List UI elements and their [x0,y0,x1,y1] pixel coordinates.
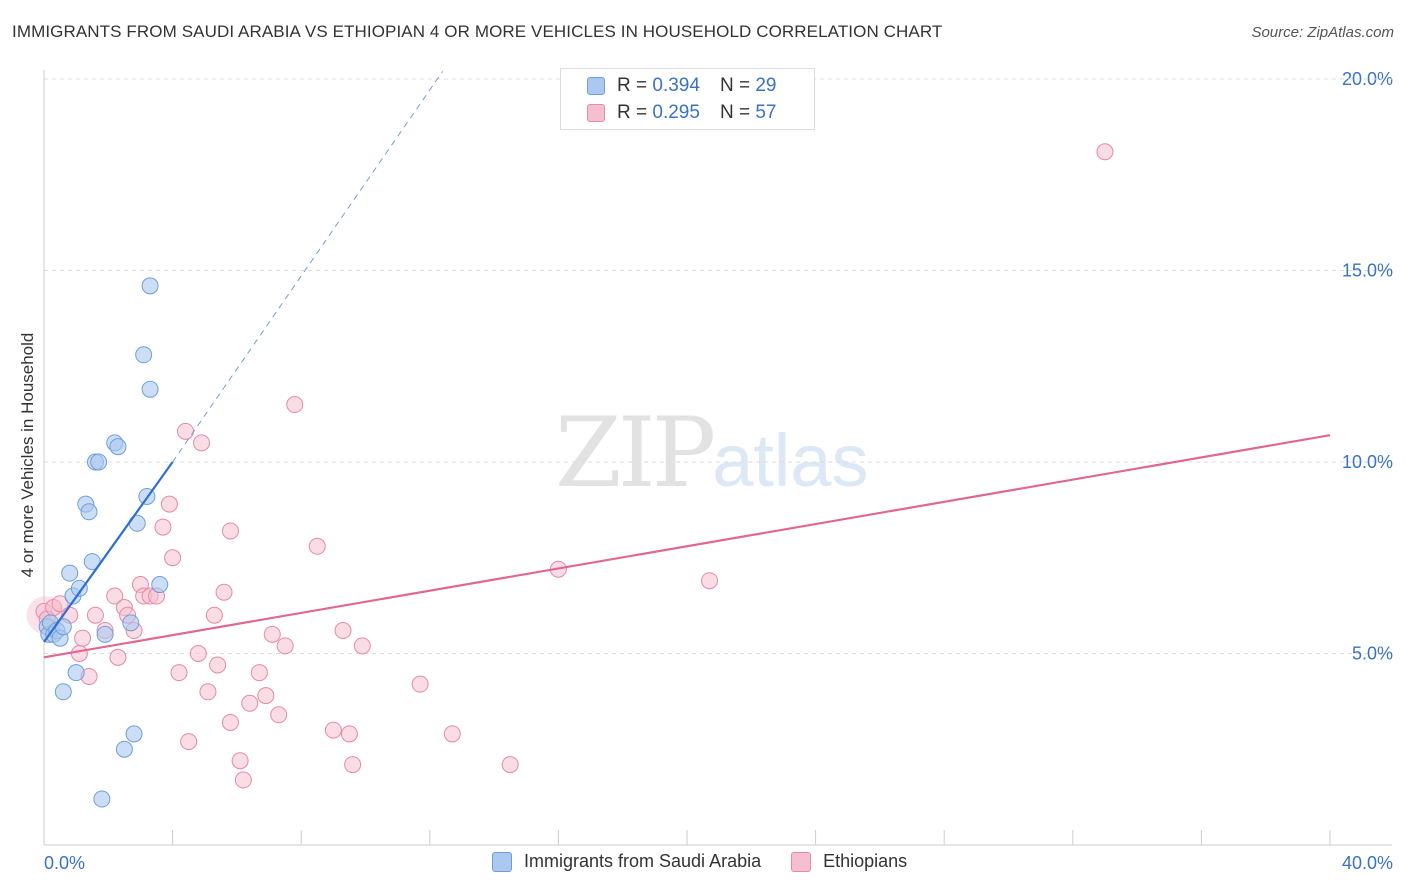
ethiopians-point [221,522,239,540]
legend-swatch-pink [587,104,605,122]
legend-label: Ethiopians [823,851,908,871]
r-label: R = [617,75,648,96]
ethiopians-point [189,645,207,662]
legend-swatch-pink [791,851,812,872]
ethiopians-point [74,629,92,647]
ethiopians-point [209,656,227,674]
saudi-arabia-point [115,740,133,758]
ethiopians-point [86,606,104,624]
ethiopians-point [176,422,194,440]
y-tick-label: 10.0% [1342,452,1393,472]
saudi-arabia-point [109,438,127,456]
watermark-zip: ZIP [555,397,716,509]
series-legend: Immigrants from Saudi Arabia Ethiopians [492,851,937,872]
ethiopians-point [1096,143,1114,161]
saudi-arabia-point [96,625,114,643]
ethiopians-point [324,721,342,739]
saudi-arabia-point [141,380,159,398]
legend-label: Immigrants from Saudi Arabia [524,851,762,871]
ethiopians-point [234,771,252,789]
saudi-arabia-point [122,614,140,632]
saudi-arabia-point [67,664,85,682]
ethiopians-point [221,713,239,731]
n-label: N = [719,75,751,96]
ethiopians-point [241,694,259,712]
r-label: R = [617,102,648,123]
saudi-arabia-point [125,725,143,743]
saudi-arabia-point [93,790,111,808]
ethiopians-point [70,645,88,662]
ethiopians-point [193,434,211,452]
ethiopians-point [276,637,294,655]
ethiopians-point [109,648,127,666]
legend-swatch-blue [492,851,512,872]
ethiopians-point [334,622,352,640]
n-label: N = [719,102,751,123]
saudi-arabia-trendline [43,461,174,643]
ethiopians-point [443,725,461,743]
ethiopians-point [199,683,217,701]
ethiopians-point [180,733,198,751]
saudi-arabia-point [90,453,108,471]
ethiopians-point [701,572,719,590]
n-value: 29 [755,75,777,96]
saudi-arabia-point [80,503,98,521]
legend-swatch-blue [587,77,605,95]
n-value: 57 [755,102,777,123]
ethiopians-point [51,595,69,613]
ethiopians-point [170,664,188,682]
ethiopians-point [215,583,233,601]
ethiopians-point [353,637,371,655]
saudi-arabia-point [151,576,169,594]
saudi-arabia-point [61,564,79,582]
ethiopians-point [286,396,304,414]
ethiopians-point [308,537,326,555]
saudi-arabia-point [70,579,88,597]
ethiopians-point [160,495,178,513]
saudi-arabia-point [135,346,153,364]
ethiopians-point [270,706,288,724]
saudi-arabia-point [54,683,72,701]
ethiopians-point [263,625,281,643]
chart-title: IMMIGRANTS FROM SAUDI ARABIA VS ETHIOPIA… [12,22,943,41]
r-value: 0.394 [652,75,700,96]
ethiopians-point [164,549,182,567]
stats-legend-row-ethiopians: R = 0.295 N = 57 [587,100,776,126]
ethiopians-point [411,675,429,693]
ethiopians-point [231,752,249,770]
x-tick-label-max: 40.0% [1342,853,1393,873]
legend-item-ethiopians: Ethiopians [791,851,907,872]
source-label: Source: ZipAtlas.com [1251,24,1394,41]
y-tick-label: 15.0% [1342,261,1393,281]
x-tick-label-min: 0.0% [44,853,85,873]
watermark: ZIPatlas [555,405,869,502]
ethiopians-trendline [43,434,1331,659]
ethiopians-point [106,587,124,605]
ethiopians-point [257,687,275,705]
ethiopians-point [205,606,223,624]
saudi-arabia-trendline-extension [172,71,444,463]
ethiopians-point [344,756,362,774]
stats-legend: R = 0.394 N = 29 R = 0.295 N = 57 [560,68,815,130]
stats-legend-row-saudi: R = 0.394 N = 29 [587,73,776,99]
ethiopians-point [154,518,172,536]
r-value: 0.295 [652,102,700,123]
ethiopians-point [501,756,519,774]
legend-item-saudi: Immigrants from Saudi Arabia [492,851,761,872]
watermark-atlas: atlas [712,419,869,502]
ethiopians-point [340,725,358,743]
saudi-arabia-point [141,277,159,295]
ethiopians-point [250,664,268,682]
y-tick-label: 5.0% [1352,644,1393,664]
